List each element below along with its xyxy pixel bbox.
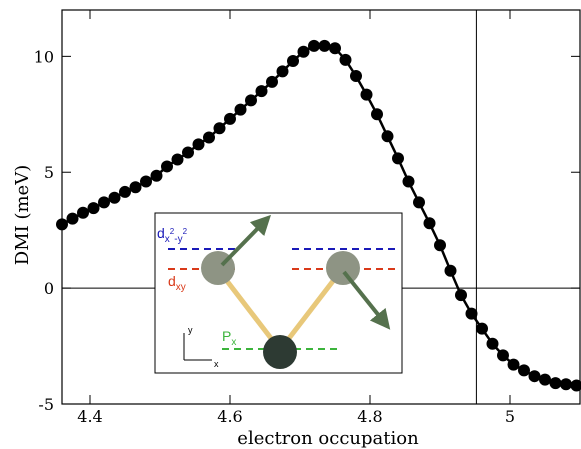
data-point (203, 131, 215, 144)
data-point (255, 85, 268, 98)
data-point (518, 364, 530, 377)
data-point (486, 337, 499, 350)
data-point (150, 169, 163, 182)
data-point (119, 185, 131, 198)
y-tick-label: 10 (34, 47, 54, 66)
data-point (77, 206, 89, 219)
data-point (287, 54, 299, 67)
y-tick-label: 0 (44, 279, 54, 298)
data-point (560, 378, 572, 391)
data-point (528, 370, 541, 383)
data-point (56, 218, 68, 231)
data-point (434, 239, 446, 252)
data-point (413, 196, 425, 209)
data-point (98, 196, 110, 209)
x-axis-ticks: 4.4 4.6 4.8 5 (77, 10, 515, 426)
data-point (266, 75, 278, 88)
coordinate-axes: y x (183, 325, 219, 369)
data-point (371, 108, 383, 121)
data-point (402, 175, 415, 188)
series-points (56, 39, 581, 392)
data-point (465, 307, 478, 320)
data-point (360, 88, 373, 101)
x-axis-label: electron occupation (237, 428, 419, 449)
x-tick-label: 5 (505, 407, 515, 426)
y-tick-label: -5 (38, 395, 54, 414)
data-point (476, 322, 488, 335)
data-point (423, 217, 436, 230)
spin-arrow-left (220, 214, 271, 267)
x-tick-label: 4.8 (357, 407, 382, 426)
metal-atom-right (326, 251, 360, 285)
data-point (350, 70, 362, 83)
data-point (245, 94, 257, 107)
data-point (339, 53, 352, 66)
data-point (392, 152, 404, 165)
data-point (129, 181, 142, 194)
data-point (507, 358, 520, 371)
data-point (213, 122, 226, 135)
data-point (161, 160, 173, 173)
y-axis-ticks: -5 0 5 10 (34, 47, 580, 414)
orbital-inset: dx2-y2 dxy Px y x (154, 212, 403, 374)
spin-arrow-right (342, 270, 391, 330)
data-point (297, 45, 310, 58)
data-point (276, 65, 289, 78)
bond-right (278, 266, 345, 352)
data-point (308, 39, 320, 52)
data-point (224, 112, 236, 125)
data-point (87, 202, 100, 215)
x-tick-label: 4.6 (217, 407, 242, 426)
y-tick-label: 5 (44, 163, 54, 182)
data-point (497, 349, 509, 362)
data-point (549, 377, 562, 390)
label-dxy: dxy (168, 273, 186, 293)
data-point (182, 146, 194, 159)
data-point (234, 103, 247, 116)
data-point (444, 264, 457, 277)
coord-x-label: x (214, 359, 219, 369)
data-point (329, 42, 341, 55)
y-axis-label: DMI (meV) (12, 165, 33, 265)
data-point (66, 212, 79, 225)
data-point (455, 289, 467, 302)
data-point (192, 138, 205, 151)
coord-y-label: y (188, 325, 193, 335)
label-dx2y2: dx2-y2 (157, 225, 188, 245)
ligand-atom (263, 335, 297, 369)
data-point (108, 191, 121, 204)
label-px: Px (222, 328, 236, 348)
data-point (570, 379, 581, 392)
data-point (318, 39, 331, 52)
data-point (140, 175, 152, 188)
data-point (539, 373, 551, 386)
data-point (381, 130, 394, 143)
x-tick-label: 4.4 (77, 407, 102, 426)
data-point (171, 153, 184, 166)
